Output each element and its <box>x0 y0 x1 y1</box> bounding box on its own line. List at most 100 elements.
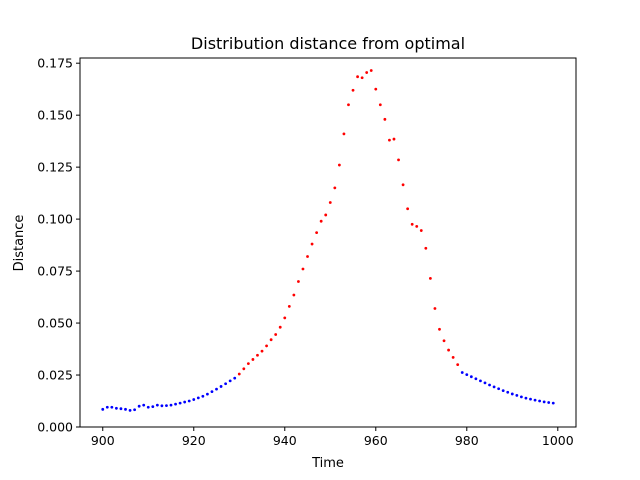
y-tick-label: 0.050 <box>37 316 73 331</box>
data-point <box>142 403 146 407</box>
data-point <box>529 397 532 401</box>
data-point <box>169 403 173 407</box>
y-tick-label: 0.175 <box>37 56 73 71</box>
data-point <box>265 344 268 348</box>
data-point <box>369 69 373 72</box>
data-point <box>287 305 291 308</box>
data-point <box>256 353 259 357</box>
data-point <box>497 387 501 391</box>
x-tick-label: 920 <box>182 433 206 448</box>
x-tick-label: 980 <box>455 433 479 448</box>
data-point <box>242 367 246 371</box>
y-tick-label: 0.100 <box>37 212 73 227</box>
data-point <box>388 138 391 142</box>
data-point <box>315 231 319 235</box>
data-point <box>246 362 250 365</box>
data-point <box>301 267 305 271</box>
data-point <box>438 327 441 331</box>
data-point <box>451 355 455 359</box>
plot-points <box>101 69 555 412</box>
data-point <box>447 348 450 352</box>
data-point <box>378 103 382 107</box>
data-point <box>542 400 546 404</box>
data-point <box>210 390 214 394</box>
data-point <box>433 307 437 310</box>
data-point <box>201 394 205 398</box>
data-point <box>533 398 537 402</box>
data-point <box>460 371 464 374</box>
data-point <box>196 396 200 400</box>
data-point <box>492 385 496 389</box>
data-point <box>137 404 141 408</box>
data-point <box>165 404 168 407</box>
data-point <box>178 401 182 405</box>
data-point <box>401 183 405 187</box>
data-point <box>292 293 296 297</box>
data-point <box>310 242 314 246</box>
data-point <box>133 408 137 412</box>
data-point <box>101 407 105 411</box>
data-point <box>392 137 396 141</box>
x-tick-label: 960 <box>364 433 388 448</box>
data-point <box>428 276 432 280</box>
data-point <box>510 392 514 396</box>
data-point <box>424 246 428 250</box>
data-point <box>406 207 410 211</box>
data-point <box>160 404 164 408</box>
data-point <box>469 375 473 379</box>
y-axis-label: Distance <box>12 215 27 272</box>
data-point <box>183 400 187 404</box>
data-point <box>351 88 355 92</box>
data-point <box>206 392 209 396</box>
data-point <box>524 396 528 400</box>
data-point <box>547 401 551 404</box>
data-point <box>519 395 523 399</box>
data-point <box>483 381 487 385</box>
data-point <box>383 117 387 121</box>
x-tick-label: 1000 <box>542 433 574 448</box>
data-point <box>105 405 109 409</box>
data-point <box>146 405 150 409</box>
data-point <box>333 186 337 190</box>
data-point <box>501 389 505 393</box>
data-point <box>365 71 369 74</box>
data-point <box>415 224 419 228</box>
data-point <box>442 339 446 343</box>
data-point <box>515 394 519 397</box>
y-tick-label: 0.025 <box>37 368 73 383</box>
data-point <box>278 325 282 329</box>
data-point <box>297 280 300 283</box>
data-point <box>128 408 132 412</box>
data-point <box>342 132 346 136</box>
data-point <box>215 387 218 391</box>
data-point <box>474 377 478 381</box>
data-point <box>479 379 482 383</box>
data-point <box>115 406 118 410</box>
data-point <box>219 385 223 388</box>
data-point <box>374 87 378 91</box>
data-point <box>456 363 460 367</box>
data-point <box>233 376 237 380</box>
data-point <box>251 358 255 361</box>
data-point <box>465 373 469 377</box>
data-point <box>306 255 309 258</box>
data-point <box>224 382 228 386</box>
y-tick-label: 0.150 <box>37 108 73 123</box>
data-point <box>328 201 332 204</box>
x-axis: 900 920 940 960 980 1000 <box>91 427 574 448</box>
data-point <box>155 403 159 407</box>
data-point <box>119 407 123 411</box>
y-axis: 0.000 0.025 0.050 0.075 0.100 0.125 0.150 0.175 <box>37 56 80 435</box>
data-point <box>228 379 232 383</box>
data-point <box>274 333 278 336</box>
data-point <box>538 399 541 403</box>
y-tick-label: 0.125 <box>37 160 73 175</box>
data-point <box>187 399 191 403</box>
y-tick-label: 0.000 <box>37 420 73 435</box>
data-point <box>319 219 323 223</box>
data-point <box>360 76 364 80</box>
data-point <box>337 163 341 167</box>
data-point <box>356 75 359 79</box>
data-point <box>237 372 241 376</box>
